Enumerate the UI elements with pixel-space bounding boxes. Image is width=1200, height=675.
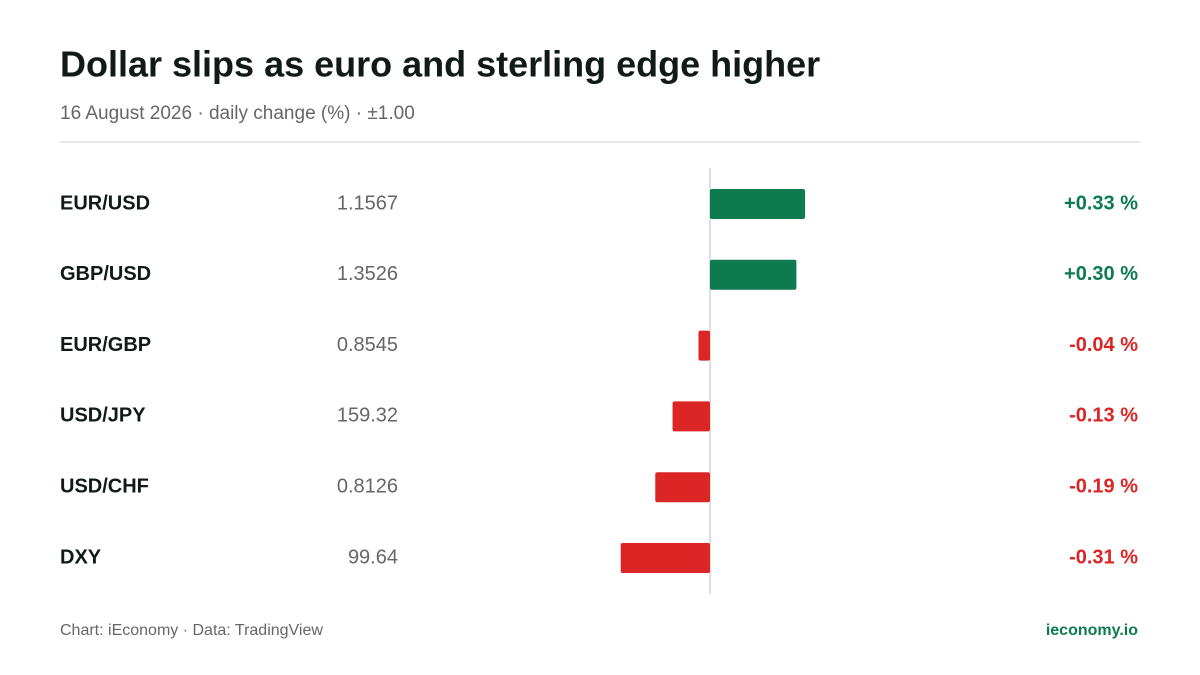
rate: 0.8126 xyxy=(337,475,398,497)
pair-label: USD/CHF xyxy=(60,475,149,497)
pair-label: DXY xyxy=(60,546,102,568)
rate: 1.3526 xyxy=(337,263,398,285)
bar xyxy=(710,259,797,290)
pair-label: EUR/USD xyxy=(60,192,150,214)
value-label: -0.19 % xyxy=(1069,475,1138,497)
rate: 0.8545 xyxy=(337,334,398,356)
value-label: -0.31 % xyxy=(1069,546,1138,568)
pair-label: USD/JPY xyxy=(60,405,146,427)
value-label: +0.30 % xyxy=(1064,263,1138,285)
rate: 1.1567 xyxy=(337,192,398,214)
value-label: -0.04 % xyxy=(1069,334,1138,356)
brand: ieconomy.io xyxy=(1046,622,1138,639)
value-label: -0.13 % xyxy=(1069,405,1138,427)
pair-label: EUR/GBP xyxy=(60,334,151,356)
bar xyxy=(655,472,710,503)
chart-subtitle: 16 August 2026 · daily change (%) · ±1.0… xyxy=(60,103,415,124)
source-note: Chart: iEconomy · Data: TradingView xyxy=(60,622,323,639)
bar xyxy=(698,330,710,361)
pair-label: GBP/USD xyxy=(60,263,151,285)
rate: 99.64 xyxy=(348,546,398,568)
chart-title: Dollar slips as euro and sterling edge h… xyxy=(60,44,820,85)
bar xyxy=(620,543,710,573)
bar xyxy=(710,189,806,219)
value-label: +0.33 % xyxy=(1064,192,1138,214)
bar xyxy=(672,401,710,432)
rate: 159.32 xyxy=(337,405,398,427)
